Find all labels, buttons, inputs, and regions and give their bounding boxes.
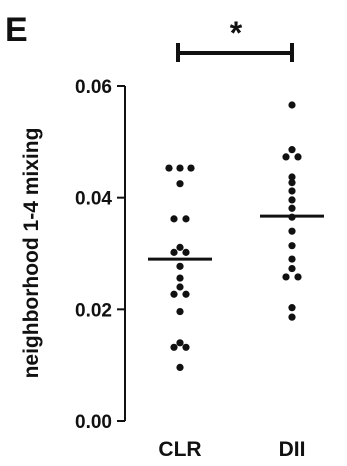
- data-point: [170, 215, 178, 223]
- data-point: [187, 164, 195, 172]
- data-point: [182, 248, 190, 256]
- data-point: [288, 264, 296, 273]
- x-category-label: DII: [279, 438, 306, 461]
- x-axis-labels: CLR DII: [158, 438, 305, 461]
- data-point: [288, 101, 296, 109]
- data-point: [176, 262, 184, 270]
- data-point: [170, 290, 178, 298]
- x-category-label: CLR: [158, 438, 201, 461]
- y-axis-ticks: 0.00 0.02 0.04 0.06: [75, 77, 125, 433]
- data-point: [176, 243, 184, 251]
- y-tick-label: 0.02: [75, 300, 112, 321]
- mean-lines: [148, 214, 324, 261]
- data-point: [182, 290, 190, 298]
- data-point: [182, 343, 190, 351]
- data-point: [176, 164, 184, 172]
- data-point: [176, 339, 184, 347]
- data-point: [288, 255, 296, 263]
- data-point: [282, 273, 290, 281]
- y-tick-label: 0.00: [75, 412, 112, 433]
- y-tick-label: 0.06: [75, 77, 112, 98]
- data-point: [176, 363, 184, 371]
- y-axis-label: neighborhood 1-4 mixing: [20, 128, 43, 379]
- data-point: [176, 274, 184, 282]
- data-point: [176, 283, 184, 291]
- data-point: [176, 180, 184, 188]
- data-point: [288, 227, 296, 235]
- data-point: [288, 204, 296, 212]
- y-tick-label: 0.04: [75, 189, 112, 210]
- significance-marker: *: [230, 15, 243, 51]
- data-point: [176, 307, 184, 316]
- data-point: [282, 153, 290, 161]
- data-point: [182, 215, 190, 223]
- data-point: [288, 196, 296, 204]
- data-point: [288, 304, 296, 312]
- significance-bracket: [176, 43, 294, 62]
- data-point: [288, 173, 296, 181]
- data-point: [288, 313, 296, 321]
- data-point: [288, 146, 296, 154]
- data-point: [288, 242, 296, 250]
- data-points: [165, 101, 302, 371]
- data-point: [170, 248, 178, 256]
- data-point: [288, 178, 296, 187]
- panel-label: E: [5, 11, 28, 49]
- data-point: [294, 153, 302, 161]
- data-point: [170, 343, 178, 351]
- data-point: [294, 273, 302, 281]
- data-point: [288, 187, 296, 195]
- data-point: [165, 164, 173, 172]
